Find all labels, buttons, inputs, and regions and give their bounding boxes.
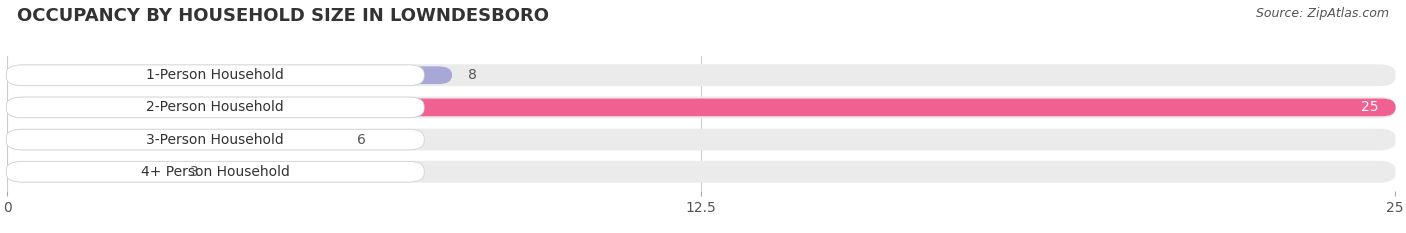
FancyBboxPatch shape bbox=[6, 161, 425, 182]
FancyBboxPatch shape bbox=[6, 131, 340, 148]
Text: 25: 25 bbox=[1361, 100, 1378, 114]
FancyBboxPatch shape bbox=[6, 163, 174, 181]
Text: 3: 3 bbox=[190, 165, 200, 179]
Text: 4+ Person Household: 4+ Person Household bbox=[141, 165, 290, 179]
FancyBboxPatch shape bbox=[6, 99, 1396, 116]
Text: 6: 6 bbox=[357, 133, 366, 147]
Text: 3-Person Household: 3-Person Household bbox=[146, 133, 284, 147]
FancyBboxPatch shape bbox=[6, 129, 1396, 151]
Text: 1-Person Household: 1-Person Household bbox=[146, 68, 284, 82]
FancyBboxPatch shape bbox=[6, 161, 1396, 183]
Text: 8: 8 bbox=[468, 68, 477, 82]
FancyBboxPatch shape bbox=[6, 96, 1396, 118]
FancyBboxPatch shape bbox=[6, 65, 425, 86]
Text: Source: ZipAtlas.com: Source: ZipAtlas.com bbox=[1256, 7, 1389, 20]
Text: OCCUPANCY BY HOUSEHOLD SIZE IN LOWNDESBORO: OCCUPANCY BY HOUSEHOLD SIZE IN LOWNDESBO… bbox=[17, 7, 548, 25]
FancyBboxPatch shape bbox=[6, 64, 1396, 86]
FancyBboxPatch shape bbox=[6, 97, 425, 118]
FancyBboxPatch shape bbox=[6, 129, 425, 150]
FancyBboxPatch shape bbox=[6, 66, 451, 84]
Text: 2-Person Household: 2-Person Household bbox=[146, 100, 284, 114]
